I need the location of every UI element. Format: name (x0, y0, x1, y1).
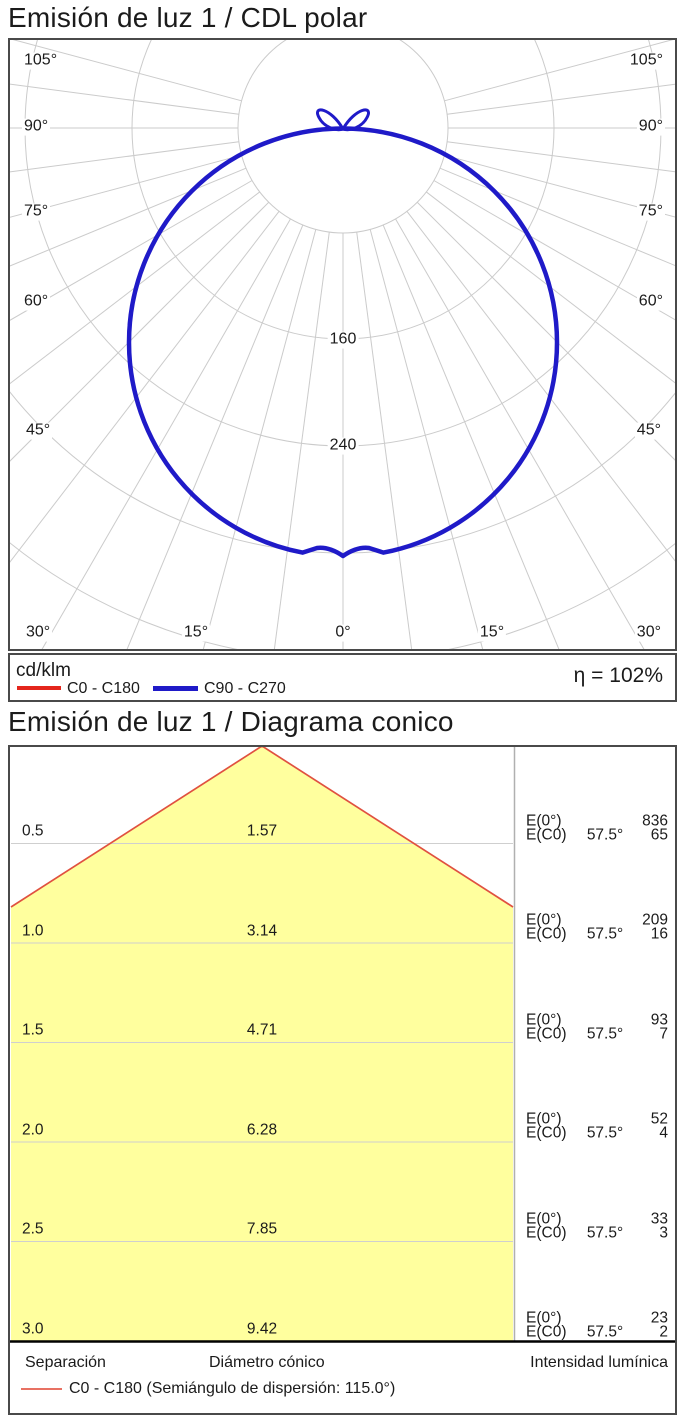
cone-row-diameter: 3.14 (246, 921, 278, 939)
cone-row-diameter: 4.71 (246, 1021, 278, 1039)
cone-row-e0-value: 209 (642, 911, 668, 929)
footer-legend-label: C0 - C180 (Semiángulo de dispersión: 115… (69, 1380, 396, 1397)
cone-row-e0-label: E(0°) (526, 811, 562, 829)
cone-row-diameter: 7.85 (246, 1220, 278, 1238)
cone-row-ec0-value: 7 (659, 1024, 668, 1042)
cone-row-separation: 2.0 (22, 1120, 44, 1138)
cone-row-separation: 1.5 (22, 1021, 44, 1039)
cone-row-ec0-angle: 57.5° (586, 1124, 624, 1142)
cone-row-ec0-label: E(C0) (526, 925, 567, 943)
angle-label-left-90: 90° (22, 117, 51, 136)
angle-label-bottom-15-left: 15° (181, 623, 211, 642)
c0-legend-line (17, 686, 61, 690)
angle-label-left-105: 105° (22, 51, 60, 70)
radial-tick-240: 240 (327, 436, 359, 455)
cone-row-separation: 2.5 (22, 1220, 44, 1238)
cone-row-diameter: 6.28 (246, 1120, 278, 1138)
cone-row-ec0-angle: 57.5° (586, 1223, 624, 1241)
footer-intensity-label: Intensidad lumínica (530, 1354, 668, 1371)
cone-row-ec0-label: E(C0) (526, 1323, 567, 1341)
cone-row-e0-label: E(0°) (526, 1209, 562, 1227)
cone-row-diameter: 9.42 (246, 1319, 278, 1337)
cone-row-e0-label: E(0°) (526, 1309, 562, 1327)
c90-legend-label: C90 - C270 (204, 680, 286, 697)
c90-legend-line (153, 685, 198, 691)
polar-chart-title: Emisión de luz 1 / CDL polar (8, 2, 368, 33)
angle-label-right-60: 60° (636, 292, 665, 311)
cone-row-e0-label: E(0°) (526, 1110, 562, 1128)
footer-separation-label: Separación (25, 1354, 106, 1371)
angle-label-bottom-0: 0° (333, 623, 353, 642)
angle-label-bottom-15-right: 15° (477, 623, 507, 642)
cone-row-ec0-angle: 57.5° (586, 1323, 624, 1341)
cone-row-e0-value: 23 (650, 1309, 668, 1327)
angle-label-right-105: 105° (627, 51, 665, 70)
cone-row-ec0-value: 16 (650, 925, 668, 943)
cone-row-ec0-value: 2 (659, 1323, 668, 1341)
cone-row-e0-value: 836 (642, 811, 668, 829)
cone-row-ec0-label: E(C0) (526, 825, 567, 843)
cone-row-e0-value: 52 (650, 1110, 668, 1128)
cone-row-ec0-angle: 57.5° (586, 925, 624, 943)
angle-label-right-75: 75° (636, 202, 665, 221)
angle-label-left-45: 45° (24, 421, 53, 440)
angle-label-left-30: 30° (24, 623, 53, 642)
cone-row-e0-label: E(0°) (526, 911, 562, 929)
polar-unit-label: cd/klm (16, 660, 71, 681)
cone-row-e0-value: 93 (650, 1010, 668, 1028)
footer-diameter-label: Diámetro cónico (209, 1354, 325, 1371)
cone-row-ec0-label: E(C0) (526, 1024, 567, 1042)
cone-row-ec0-angle: 57.5° (586, 1024, 624, 1042)
cone-row-separation: 0.5 (22, 822, 44, 840)
polar-legend-box (8, 653, 677, 702)
cone-row-ec0-value: 3 (659, 1223, 668, 1241)
cone-chart-title: Emisión de luz 1 / Diagrama conico (8, 706, 454, 737)
angle-label-left-60: 60° (22, 292, 51, 311)
cone-row-ec0-label: E(C0) (526, 1223, 567, 1241)
cone-row-separation: 1.0 (22, 921, 44, 939)
cone-row-ec0-label: E(C0) (526, 1124, 567, 1142)
efficiency-value: η = 102% (573, 664, 663, 687)
angle-label-left-75: 75° (22, 202, 51, 221)
cone-row-diameter: 1.57 (246, 822, 278, 840)
cone-row-ec0-value: 4 (659, 1124, 668, 1142)
cone-row-e0-label: E(0°) (526, 1010, 562, 1028)
c0-legend-label: C0 - C180 (67, 680, 140, 697)
angle-label-right-45: 45° (634, 421, 663, 440)
cone-row-separation: 3.0 (22, 1319, 44, 1337)
angle-label-right-30: 30° (634, 623, 663, 642)
radial-tick-160: 160 (327, 330, 359, 349)
cone-row-ec0-value: 65 (650, 825, 668, 843)
cone-row-e0-value: 33 (650, 1209, 668, 1227)
cone-chart-box (8, 745, 677, 1415)
cone-row-ec0-angle: 57.5° (586, 825, 624, 843)
angle-label-right-90: 90° (636, 117, 665, 136)
